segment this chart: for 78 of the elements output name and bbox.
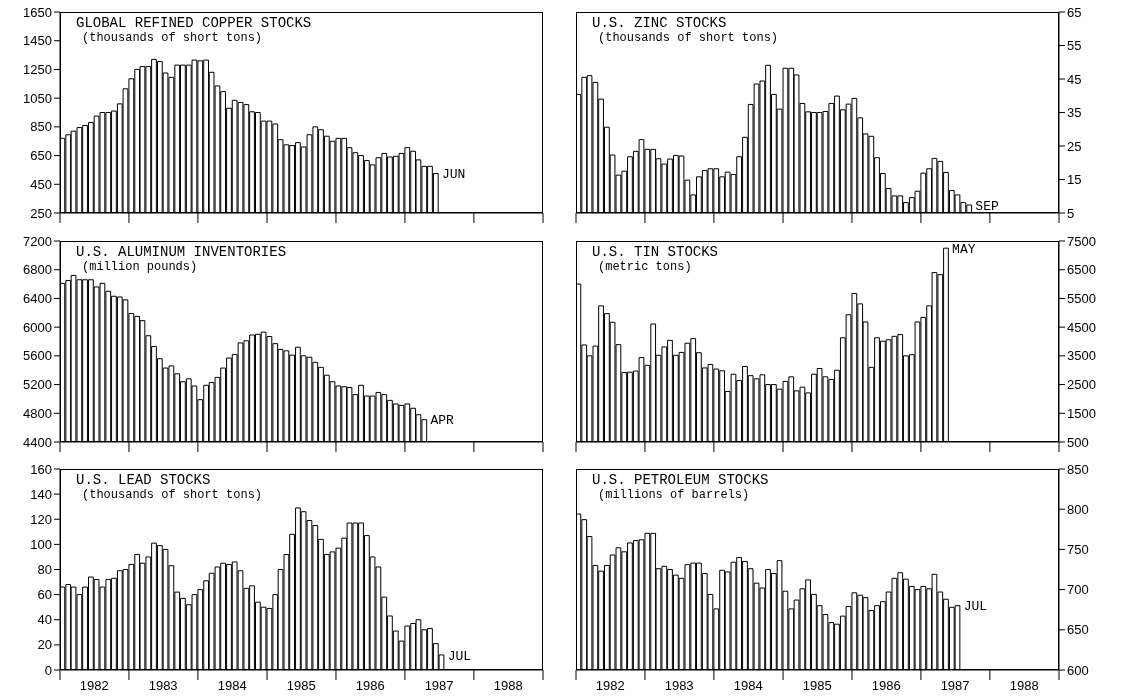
y-tick-label: 1500 — [1067, 405, 1096, 421]
chart-title: U.S. ZINC STOCKS — [592, 15, 728, 31]
chart-title: U.S. PETROLEUM STOCKS — [592, 472, 769, 488]
y-tick-label: 20 — [37, 637, 52, 653]
y-tick-label: 160 — [30, 461, 52, 477]
y-tick-label: 40 — [37, 612, 52, 628]
y-tick-label: 80 — [37, 562, 52, 578]
y-tick-label: 650 — [1067, 622, 1089, 638]
annotation: JUL — [963, 599, 988, 615]
y-tick-label: 25 — [1067, 138, 1082, 154]
x-tick-label: 1982 — [79, 678, 109, 693]
x-tick-label: 1985 — [802, 678, 832, 693]
y-tick-label: 35 — [1067, 105, 1082, 121]
x-tick-label: 1982 — [595, 678, 625, 693]
y-tick-label: 15 — [1067, 172, 1082, 188]
y-tick-label: 500 — [1067, 434, 1089, 450]
chart-title: U.S. LEAD STOCKS — [76, 472, 212, 488]
y-tick-label: 6800 — [23, 262, 52, 278]
y-tick-label: 120 — [30, 511, 52, 527]
text: (million pounds) — [81, 260, 199, 275]
chart-title: GLOBAL REFINED COPPER STOCKS — [76, 15, 312, 31]
x-tick-label: 1987 — [424, 678, 454, 693]
y-tick-label: 650 — [30, 148, 52, 164]
y-tick-label: 140 — [30, 486, 52, 502]
y-tick-label: 5500 — [1067, 291, 1096, 307]
y-tick-label: 450 — [30, 176, 52, 192]
y-tick-label: 700 — [1067, 582, 1089, 598]
x-tick-label: 1986 — [355, 678, 385, 693]
x-tick-label: 1983 — [664, 678, 694, 693]
y-tick-label: 4500 — [1067, 319, 1096, 335]
y-tick-label: 1050 — [23, 90, 52, 106]
text: (millions of barrels) — [597, 488, 751, 503]
y-tick-label: 4800 — [23, 405, 52, 421]
x-tick-label: 1988 — [1009, 678, 1039, 693]
y-tick-label: 4400 — [23, 434, 52, 450]
chart-title: U.S. ALUMINUM INVENTORIES — [76, 244, 287, 260]
x-tick-label: 1985 — [286, 678, 316, 693]
annotation: APR — [430, 413, 455, 429]
x-tick-label: 1988 — [493, 678, 523, 693]
y-tick-label: 600 — [1067, 662, 1089, 678]
y-tick-label: 850 — [30, 119, 52, 135]
y-tick-label: 0 — [44, 662, 52, 678]
text: (thousands of short tons) — [81, 31, 264, 46]
chart-title: U.S. TIN STOCKS — [592, 244, 719, 260]
y-tick-label: 6400 — [23, 291, 52, 307]
y-tick-label: 5600 — [23, 348, 52, 364]
y-tick-label: 65 — [1067, 4, 1082, 20]
y-tick-label: 6000 — [23, 319, 52, 335]
y-tick-label: 60 — [37, 587, 52, 603]
text: (thousands of short tons) — [81, 488, 263, 503]
y-tick-label: 7200 — [23, 233, 52, 249]
annotation: MAY — [952, 241, 976, 257]
y-tick-label: 6500 — [1067, 262, 1096, 278]
y-tick-label: 1650 — [23, 4, 52, 20]
y-tick-label: 45 — [1067, 71, 1082, 87]
y-tick-label: 7500 — [1067, 233, 1096, 249]
y-tick-label: 100 — [30, 536, 52, 552]
x-tick-label: 1983 — [148, 678, 178, 693]
y-tick-label: 5200 — [23, 377, 52, 393]
text: (metric tons) — [597, 260, 693, 275]
y-tick-label: 5 — [1067, 205, 1075, 221]
y-tick-label: 750 — [1067, 542, 1089, 558]
x-tick-label: 1984 — [733, 678, 763, 693]
y-tick-label: 2500 — [1067, 377, 1096, 393]
annotation: JUN — [441, 167, 466, 183]
y-tick-label: 3500 — [1067, 348, 1096, 364]
y-tick-label: 250 — [30, 205, 52, 221]
annotation: SEP — [975, 198, 999, 214]
x-tick-label: 1984 — [217, 678, 247, 693]
y-tick-label: 1250 — [23, 62, 52, 78]
x-tick-label: 1986 — [871, 678, 901, 693]
y-tick-label: 850 — [1067, 461, 1089, 477]
x-tick-label: 1987 — [940, 678, 970, 693]
y-tick-label: 55 — [1067, 38, 1082, 54]
text: (thousands of short tons) — [597, 31, 779, 46]
y-tick-label: 1450 — [23, 33, 52, 49]
annotation: JUL — [447, 648, 472, 664]
y-tick-label: 800 — [1067, 501, 1089, 517]
